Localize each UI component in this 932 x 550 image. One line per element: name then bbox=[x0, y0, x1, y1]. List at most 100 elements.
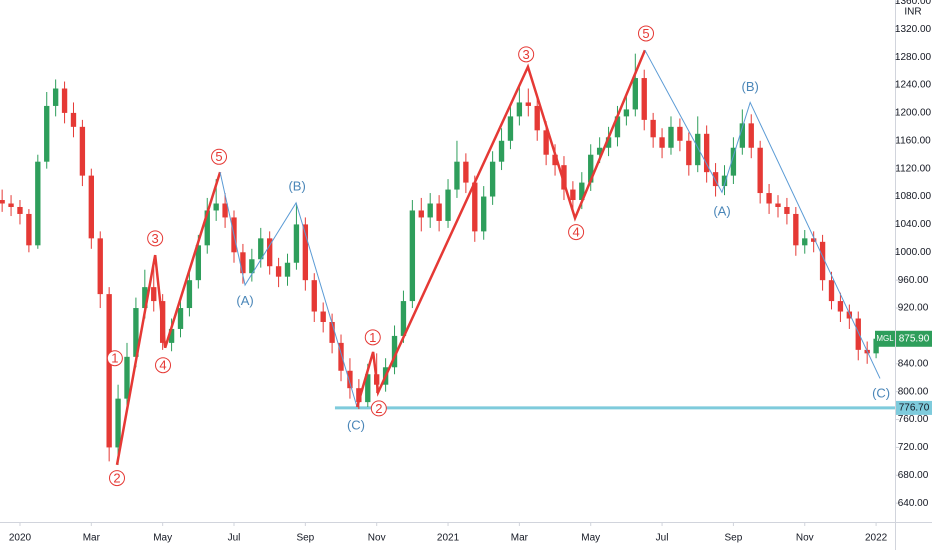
x-tick-label: 2020 bbox=[9, 533, 32, 544]
candle-body bbox=[579, 182, 585, 201]
x-tick-label: Mar bbox=[83, 533, 101, 544]
y-tick-label: 960.00 bbox=[898, 275, 929, 286]
candle-body bbox=[133, 308, 139, 357]
candle-body bbox=[570, 189, 576, 201]
wave-label-circle bbox=[106, 350, 123, 367]
x-tick-label: Jul bbox=[228, 533, 241, 544]
x-tick-label: Nov bbox=[796, 533, 814, 544]
y-tick-label: 800.00 bbox=[898, 386, 929, 397]
candle-body bbox=[739, 123, 746, 148]
y-tick-label: 1120.00 bbox=[895, 163, 931, 174]
wave-label-circle bbox=[370, 400, 387, 417]
y-tick-label: 1240.00 bbox=[895, 80, 932, 91]
wave-label-circle bbox=[568, 224, 585, 241]
candle-body bbox=[8, 203, 14, 207]
x-tick-label: 2022 bbox=[865, 533, 888, 544]
y-tick-label: 720.00 bbox=[898, 442, 929, 453]
candle-body bbox=[356, 388, 362, 403]
candle-body bbox=[26, 213, 32, 246]
candle-body bbox=[534, 105, 540, 131]
x-tick-label: 2021 bbox=[437, 533, 460, 544]
symbol-label: MGL bbox=[876, 334, 894, 343]
wave-label: 2 bbox=[113, 471, 120, 486]
candle-body bbox=[88, 175, 94, 239]
wave-label: 4 bbox=[159, 358, 166, 373]
candle-body bbox=[489, 161, 496, 197]
candle-body bbox=[17, 206, 23, 214]
wave-label: (A) bbox=[236, 293, 253, 308]
candle-body bbox=[418, 210, 424, 218]
candle-body bbox=[614, 116, 621, 138]
candle-body bbox=[61, 88, 68, 113]
wave-label: 1 bbox=[111, 351, 118, 366]
candle-body bbox=[855, 318, 861, 350]
candle-body bbox=[151, 287, 157, 302]
wave-label: 3 bbox=[523, 47, 530, 62]
wave-label: 5 bbox=[642, 26, 649, 41]
candle-body bbox=[703, 133, 710, 173]
candle-body bbox=[409, 210, 416, 302]
y-tick-label: 1160.00 bbox=[895, 135, 931, 146]
wave-label: (C) bbox=[347, 418, 365, 433]
last-price-label: 875.90 bbox=[899, 333, 930, 344]
y-tick-label: 640.00 bbox=[898, 498, 929, 509]
candle-body bbox=[338, 342, 344, 371]
wave-label-circle bbox=[155, 357, 172, 374]
candle-body bbox=[195, 245, 202, 281]
wave-label-circle bbox=[211, 148, 228, 165]
y-tick-label: 1360.00 bbox=[895, 0, 932, 7]
candle-body bbox=[730, 147, 737, 176]
candle-body bbox=[552, 154, 558, 166]
support-price-label: 776.70 bbox=[899, 403, 930, 414]
candle-body bbox=[695, 133, 701, 166]
candle-body bbox=[124, 356, 130, 399]
candle-body bbox=[793, 213, 799, 246]
candle-body bbox=[632, 78, 638, 110]
candle-body bbox=[775, 203, 781, 207]
x-tick-label: Sep bbox=[725, 533, 743, 544]
y-tick-label: 1080.00 bbox=[895, 191, 932, 202]
candle-body bbox=[481, 196, 487, 232]
candle-body bbox=[623, 109, 630, 117]
x-tick-label: Nov bbox=[368, 533, 386, 544]
candle-body bbox=[222, 203, 228, 218]
y-tick-label: 680.00 bbox=[898, 470, 929, 481]
candle-body bbox=[784, 206, 790, 214]
candle-body bbox=[436, 203, 442, 221]
candle-body bbox=[819, 241, 826, 281]
candle-body bbox=[320, 311, 326, 322]
currency-label: INR bbox=[904, 7, 921, 18]
candle-body bbox=[810, 238, 817, 242]
x-tick-label: May bbox=[581, 533, 600, 544]
candle-body bbox=[828, 280, 835, 302]
candle-body bbox=[507, 116, 514, 141]
plot-area: 1 2 3 4 5 (A) (B) (C) 1 2 3 4 5 (A) (B) (C) bbox=[0, 25, 895, 487]
candle-body bbox=[302, 224, 309, 281]
candle-body bbox=[677, 126, 683, 141]
candle-body bbox=[516, 102, 523, 117]
candle-body bbox=[846, 311, 853, 319]
y-tick-label: 1000.00 bbox=[895, 247, 932, 258]
candle-body bbox=[686, 140, 692, 166]
candle-body bbox=[766, 193, 772, 204]
candle-body bbox=[445, 189, 451, 221]
wave-label-circle bbox=[518, 46, 535, 63]
wave-label: (B) bbox=[288, 179, 305, 194]
candle-body bbox=[79, 126, 86, 176]
candle-body bbox=[213, 203, 219, 211]
candle-body bbox=[204, 210, 210, 246]
candle-body bbox=[721, 175, 728, 187]
candle-body bbox=[837, 301, 844, 312]
candle-body bbox=[454, 161, 460, 190]
candle-body bbox=[463, 161, 469, 183]
candle-body bbox=[596, 147, 603, 155]
candle-body bbox=[712, 172, 719, 187]
y-tick-label: 840.00 bbox=[898, 358, 929, 369]
candle-body bbox=[347, 370, 353, 389]
candle-body bbox=[605, 137, 612, 148]
wave-line bbox=[644, 49, 881, 379]
wave-label: 5 bbox=[215, 149, 222, 164]
y-tick-label: 760.00 bbox=[898, 414, 929, 425]
candle-body bbox=[659, 137, 665, 148]
